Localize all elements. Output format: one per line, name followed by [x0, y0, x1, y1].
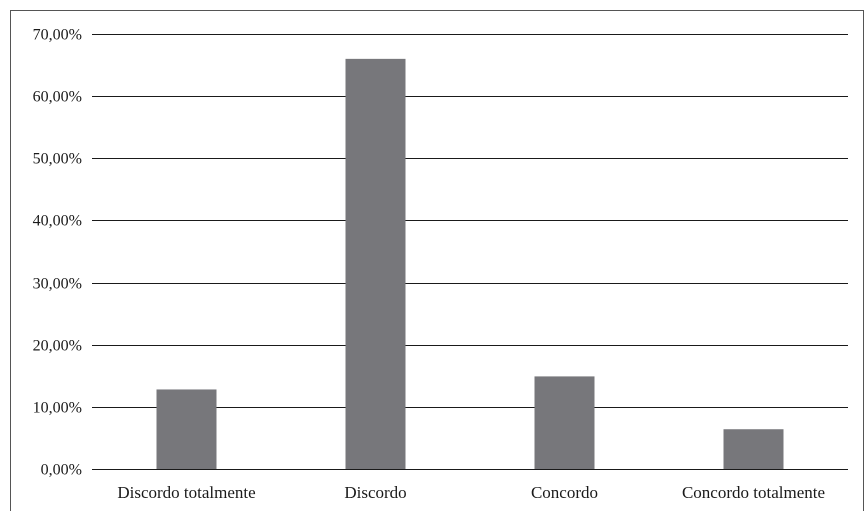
bar-3 [534, 376, 595, 469]
bar-1 [156, 389, 217, 469]
y-tick-label: 30,00% [33, 276, 82, 293]
y-tick-label: 10,00% [33, 400, 82, 417]
x-category-label: Discordo totalmente [117, 483, 255, 502]
y-axis-tick-labels: 0,00% 10,00% 20,00% 30,00% 40,00% 50,00% 60,00… [33, 27, 82, 479]
bar-4 [723, 429, 784, 469]
y-tick-label: 20,00% [33, 338, 82, 355]
x-category-label: Discordo [344, 483, 406, 502]
x-category-label: Concordo totalmente [682, 483, 825, 502]
x-axis-category-labels: Discordo totalmente Discordo Concordo Conco… [117, 483, 825, 502]
y-tick-label: 40,00% [33, 213, 82, 230]
gridlines [92, 34, 848, 470]
y-tick-label: 0,00% [41, 462, 82, 479]
bar-2 [345, 58, 406, 469]
y-tick-label: 70,00% [33, 27, 82, 44]
y-tick-label: 60,00% [33, 89, 82, 106]
y-tick-label: 50,00% [33, 151, 82, 168]
x-category-label: Concordo [531, 483, 598, 502]
bars [156, 58, 784, 469]
